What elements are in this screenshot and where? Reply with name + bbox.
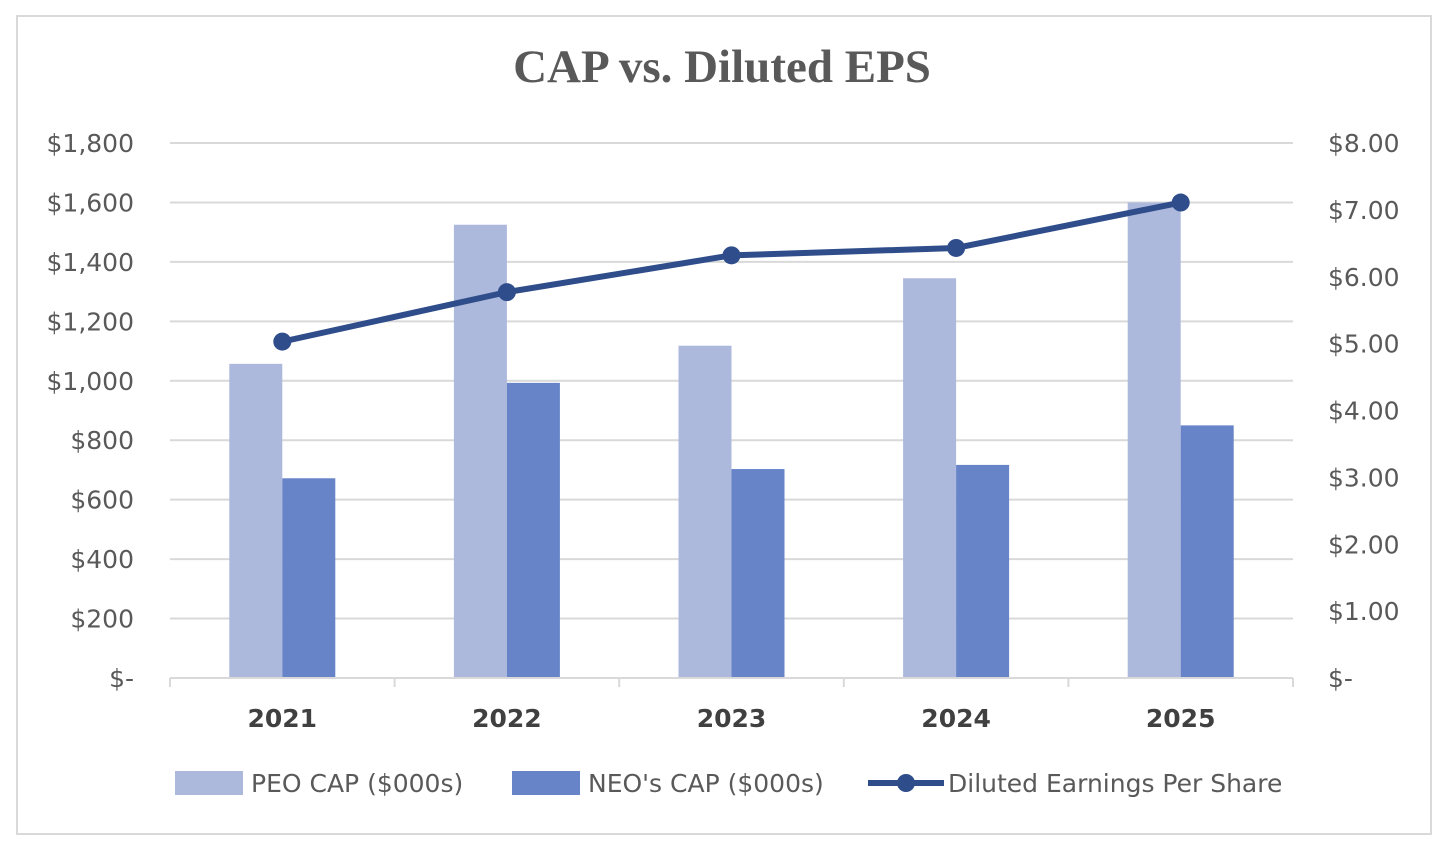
x-tick-label: 2025 bbox=[1146, 704, 1216, 733]
y-left-tick-label: $1,800 bbox=[47, 129, 134, 158]
bar-neo-cap bbox=[506, 382, 560, 678]
y-left-tick-label: $1,600 bbox=[47, 188, 134, 217]
eps-point bbox=[722, 246, 741, 265]
bar-peo-cap bbox=[229, 363, 283, 678]
y-left-tick-label: $- bbox=[109, 664, 134, 693]
legend-label-eps: Diluted Earnings Per Share bbox=[948, 769, 1282, 798]
x-tick-label: 2024 bbox=[921, 704, 991, 733]
x-axis bbox=[169, 677, 1294, 687]
y-left-tick-label: $200 bbox=[70, 605, 134, 634]
bar-neo-cap bbox=[731, 469, 785, 678]
bar-peo-cap bbox=[1127, 202, 1181, 678]
bar-neo-cap bbox=[282, 478, 336, 678]
y-right-tick-label: $3.00 bbox=[1328, 463, 1400, 492]
y-left-tick-label: $1,400 bbox=[47, 248, 134, 277]
legend-label-peo: PEO CAP ($000s) bbox=[251, 769, 463, 798]
bar-neo-cap bbox=[956, 464, 1010, 678]
eps-point bbox=[1171, 193, 1190, 212]
bar-peo-cap bbox=[678, 345, 732, 678]
legend: PEO CAP ($000s) NEO's CAP ($000s) Diluted … bbox=[175, 769, 1282, 798]
bar-peo-cap bbox=[903, 278, 957, 678]
y-right-tick-label: $2.00 bbox=[1328, 530, 1400, 559]
eps-line-group bbox=[273, 193, 1190, 351]
legend-swatch-peo bbox=[175, 771, 243, 795]
y-right-tick-label: $1.00 bbox=[1328, 597, 1400, 626]
eps-point bbox=[497, 283, 516, 302]
eps-point bbox=[273, 332, 292, 351]
legend-swatch-eps-marker bbox=[897, 774, 915, 792]
x-tick-label: 2021 bbox=[248, 704, 318, 733]
y-axis-right: $- $1.00 $2.00 $3.00 $4.00 $5.00 $6.00 $7.00 $8.… bbox=[1328, 129, 1400, 693]
eps-point bbox=[947, 238, 966, 257]
y-right-tick-label: $7.00 bbox=[1328, 196, 1400, 225]
y-right-tick-label: $6.00 bbox=[1328, 263, 1400, 292]
x-axis-labels: 2021 2022 2023 2024 2025 bbox=[248, 704, 1216, 733]
chart-title: CAP vs. Diluted EPS bbox=[513, 41, 931, 93]
y-left-tick-label: $800 bbox=[70, 426, 134, 455]
legend-swatch-neo bbox=[512, 771, 580, 795]
y-right-tick-label: $8.00 bbox=[1328, 129, 1400, 158]
y-left-tick-label: $1,200 bbox=[47, 307, 134, 336]
bar-neo-cap bbox=[1180, 425, 1234, 678]
y-right-tick-label: $5.00 bbox=[1328, 330, 1400, 359]
x-tick-label: 2023 bbox=[697, 704, 767, 733]
y-left-tick-label: $1,000 bbox=[47, 367, 134, 396]
y-left-tick-label: $600 bbox=[70, 486, 134, 515]
y-axis-left: $- $200 $400 $600 $800 $1,000 $1,200 $1,400 $1,6… bbox=[47, 129, 134, 693]
y-left-tick-label: $400 bbox=[70, 545, 134, 574]
bars bbox=[229, 202, 1234, 678]
y-right-tick-label: $- bbox=[1328, 664, 1353, 693]
x-tick-label: 2022 bbox=[472, 704, 542, 733]
y-right-tick-label: $4.00 bbox=[1328, 397, 1400, 426]
legend-label-neo: NEO's CAP ($000s) bbox=[588, 769, 824, 798]
